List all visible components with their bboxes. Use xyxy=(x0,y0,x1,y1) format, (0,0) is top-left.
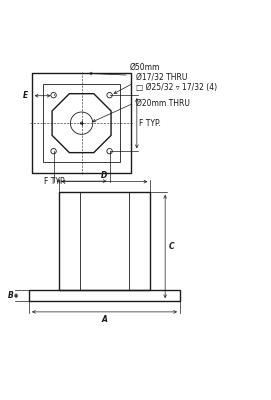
Text: Ø20mm THRU: Ø20mm THRU xyxy=(136,98,189,108)
Text: E: E xyxy=(22,91,28,100)
Text: D: D xyxy=(101,170,108,180)
Text: F TYP.: F TYP. xyxy=(139,119,161,128)
Text: C: C xyxy=(168,242,174,251)
Text: Ø50mm: Ø50mm xyxy=(130,63,160,72)
Text: □ Ø25/32 ▿ 17/32 (4): □ Ø25/32 ▿ 17/32 (4) xyxy=(136,83,217,92)
Text: B: B xyxy=(8,291,13,300)
Text: F TYP.: F TYP. xyxy=(44,177,66,186)
Text: Ø17/32 THRU: Ø17/32 THRU xyxy=(136,72,187,81)
Text: A: A xyxy=(102,315,107,324)
